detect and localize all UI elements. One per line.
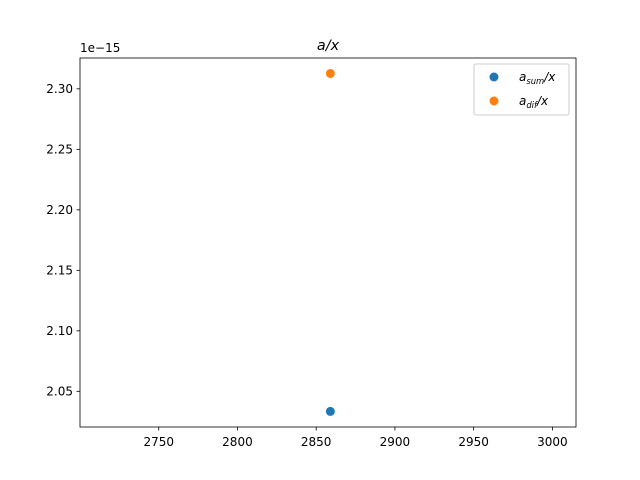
y-tick-label: 2.30 (46, 82, 73, 96)
chart-title: a/x (317, 38, 340, 54)
y-offset-label: 1e−15 (80, 41, 120, 55)
y-tick-label: 2.25 (46, 143, 73, 157)
data-points (325, 68, 335, 416)
legend-label-sum-sub: sum (526, 76, 544, 86)
legend-label-dif: adif/x (519, 94, 549, 110)
legend: asum/x adif/x (473, 63, 570, 116)
legend-marker-sum (489, 72, 499, 82)
x-tick-label: 2900 (380, 435, 411, 449)
legend-label-sum: asum/x (519, 70, 556, 86)
x-tick-label: 2800 (222, 435, 253, 449)
legend-label-dif-sub: dif (526, 100, 538, 110)
legend-label-dif-rest: /x (536, 94, 549, 108)
y-tick-label: 2.15 (46, 264, 73, 278)
y-axis-ticks: 2.05 2.10 2.15 2.20 2.25 2.30 (46, 82, 80, 399)
x-axis-ticks: 2750 2800 2850 2900 2950 3000 (143, 427, 568, 449)
x-tick-label: 2950 (458, 435, 489, 449)
legend-label-sum-base: a (519, 70, 526, 84)
legend-label-dif-base: a (519, 94, 526, 108)
chart-title-rest: /x (324, 38, 340, 54)
plot-frame (79, 57, 577, 428)
x-tick-label: 2850 (301, 435, 332, 449)
point-sum (325, 406, 335, 416)
y-tick-label: 2.05 (46, 385, 73, 399)
legend-marker-dif (489, 96, 499, 106)
y-tick-label: 2.20 (46, 203, 73, 217)
point-dif (325, 68, 335, 78)
legend-label-sum-rest: /x (543, 70, 556, 84)
chart-title-base: a (317, 38, 326, 54)
y-tick-label: 2.10 (46, 324, 73, 338)
x-tick-label: 3000 (537, 435, 568, 449)
x-tick-label: 2750 (143, 435, 174, 449)
